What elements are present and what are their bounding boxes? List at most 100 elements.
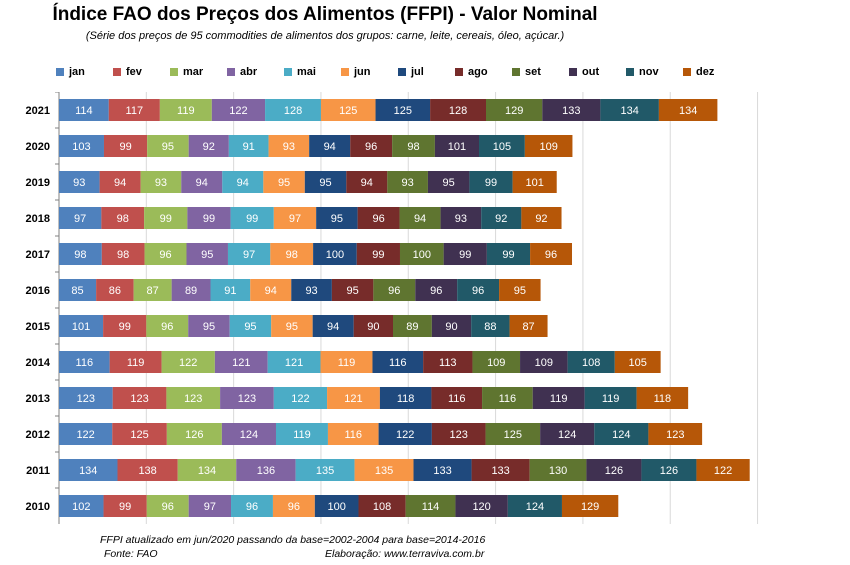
- legend-label: fev: [126, 66, 142, 78]
- data-label: 116: [76, 357, 94, 369]
- data-label: 100: [327, 501, 345, 513]
- data-label: 123: [450, 429, 468, 441]
- data-label: 114: [422, 501, 440, 513]
- data-label: 95: [286, 321, 298, 333]
- data-label: 97: [289, 213, 301, 225]
- bar-segment-2021-nov: [600, 99, 659, 121]
- bar-segment-2019-set: [387, 171, 428, 193]
- bar-segment-2010-ago: [358, 495, 406, 517]
- data-label: 94: [114, 177, 126, 189]
- data-label: 101: [72, 321, 90, 333]
- data-label: 109: [535, 357, 553, 369]
- data-label: 96: [246, 501, 258, 513]
- legend-label: jan: [69, 66, 85, 78]
- y-tick-label: 2021: [26, 105, 50, 117]
- legend-label: set: [525, 66, 541, 78]
- legend-item-jun: jun: [341, 64, 398, 80]
- data-label: 95: [514, 285, 526, 297]
- bar-segment-2017-jul: [313, 243, 357, 265]
- data-label: 87: [147, 285, 159, 297]
- bar-segment-2019-mai: [222, 171, 264, 193]
- bar-segment-2011-dez: [696, 459, 750, 481]
- data-label: 96: [288, 501, 300, 513]
- data-label: 113: [439, 357, 457, 369]
- legend-swatch: [512, 68, 520, 76]
- legend-item-nov: nov: [626, 64, 683, 80]
- bar-segment-2012-nov: [594, 423, 649, 445]
- bar-segment-2012-mai: [275, 423, 328, 445]
- bar-segment-2017-ago: [356, 243, 400, 265]
- data-label: 98: [286, 249, 298, 261]
- data-label: 108: [582, 357, 600, 369]
- data-label: 94: [324, 141, 336, 153]
- legend-item-jan: jan: [56, 64, 113, 80]
- data-label: 89: [406, 321, 418, 333]
- data-label: 123: [77, 393, 95, 405]
- data-label: 105: [629, 357, 647, 369]
- y-tick-label: 2020: [26, 141, 50, 153]
- data-label: 92: [495, 213, 507, 225]
- data-label: 93: [402, 177, 414, 189]
- bar-segment-2021-mai: [265, 99, 321, 121]
- bar-segment-2010-dez: [561, 495, 619, 517]
- bar-segment-2014-ago: [423, 351, 473, 373]
- chart-subtitle: (Série dos preços de 95 commodities de a…: [85, 30, 565, 42]
- bar-segment-2017-mai: [227, 243, 271, 265]
- bar-segment-2016-ago: [331, 279, 374, 301]
- data-label: 96: [162, 501, 174, 513]
- bar-segment-2021-out: [542, 99, 601, 121]
- bar-segment-2018-ago: [357, 207, 400, 229]
- data-label: 98: [407, 141, 419, 153]
- data-label: 125: [130, 429, 148, 441]
- bar-segment-2016-fev: [96, 279, 134, 301]
- legend-item-fev: fev: [113, 64, 170, 80]
- bar-segment-2017-mar: [144, 243, 187, 265]
- bar-segment-2013-jan: [59, 387, 113, 409]
- bar-segment-2014-fev: [109, 351, 162, 373]
- bar-segment-2020-jan: [59, 135, 104, 157]
- bar-segment-2019-abr: [181, 171, 223, 193]
- data-label: 118: [397, 393, 415, 405]
- data-label: 122: [179, 357, 197, 369]
- bar-segment-2010-jul: [314, 495, 359, 517]
- data-label: 99: [459, 249, 471, 261]
- legend-item-abr: abr: [227, 64, 284, 80]
- bar-segment-2021-mar: [159, 99, 212, 121]
- data-label: 109: [539, 141, 557, 153]
- legend-label: mar: [183, 66, 204, 78]
- legend-label: out: [582, 66, 600, 78]
- data-label: 119: [293, 429, 311, 441]
- bar-segment-2011-fev: [117, 459, 178, 481]
- data-label: 96: [161, 321, 173, 333]
- data-label: 135: [375, 465, 393, 477]
- bar-segment-2015-fev: [103, 315, 147, 337]
- y-tick-label: 2010: [26, 501, 50, 513]
- legend-item-mar: mar: [170, 64, 227, 80]
- data-label: 123: [184, 393, 202, 405]
- data-label: 123: [130, 393, 148, 405]
- data-label: 93: [73, 177, 85, 189]
- legend-item-out: out: [569, 64, 626, 80]
- bar-segment-2010-set: [405, 495, 456, 517]
- bar-segment-2013-fev: [112, 387, 167, 409]
- data-label: 109: [487, 357, 505, 369]
- data-label: 123: [666, 429, 684, 441]
- chart-legend: jan fev mar abr mai jun jul ago set out nov dez: [56, 64, 756, 80]
- data-label: 85: [71, 285, 83, 297]
- legend-swatch: [113, 68, 121, 76]
- data-label: 126: [660, 465, 678, 477]
- data-label: 98: [117, 249, 129, 261]
- data-label: 95: [331, 213, 343, 225]
- bar-segment-2019-jan: [59, 171, 100, 193]
- bar-segment-2013-mar: [166, 387, 221, 409]
- data-label: 93: [455, 213, 467, 225]
- data-label: 96: [388, 285, 400, 297]
- bar-segment-2015-out: [431, 315, 472, 337]
- data-label: 124: [612, 429, 630, 441]
- data-label: 133: [491, 465, 509, 477]
- data-label: 121: [232, 357, 250, 369]
- legend-item-set: set: [512, 64, 569, 80]
- bar-segment-2011-mar: [177, 459, 237, 481]
- data-label: 128: [449, 105, 467, 117]
- data-label: 118: [654, 393, 672, 405]
